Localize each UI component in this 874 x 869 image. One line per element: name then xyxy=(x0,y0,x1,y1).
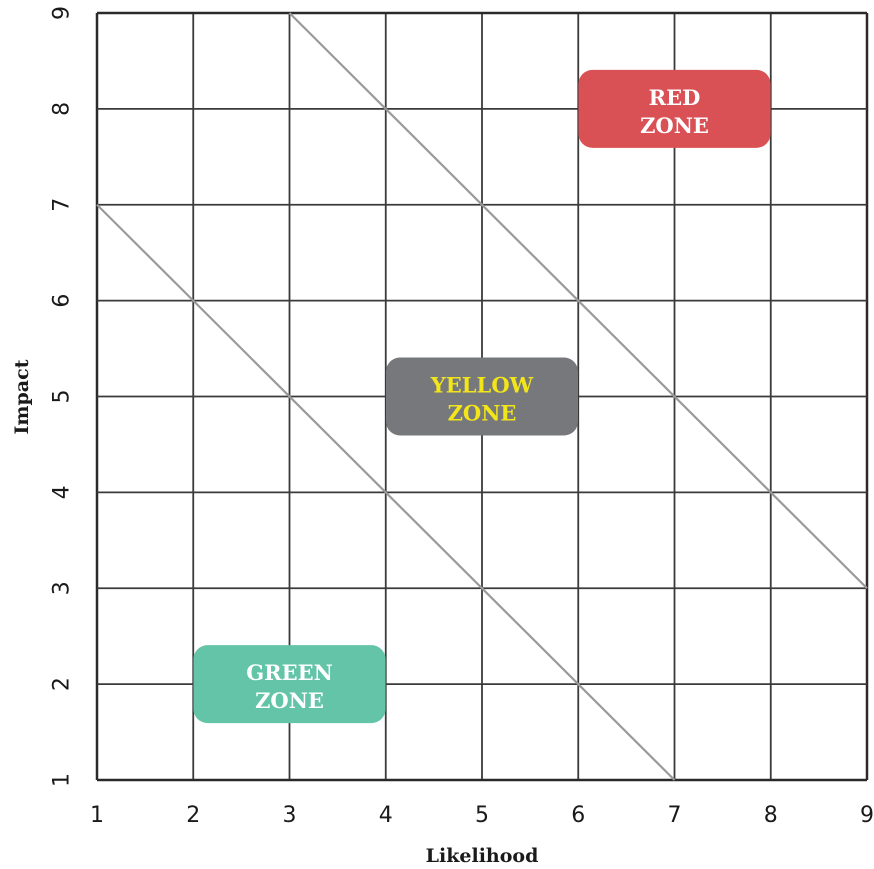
x-tick-label: 7 xyxy=(668,803,682,828)
zone-labels: RED ZONE YELLOW ZONE GREEN ZONE xyxy=(193,69,771,724)
zone-boundary-line xyxy=(96,203,676,781)
y-tick-label: 2 xyxy=(50,677,75,691)
y-tick-label: 4 xyxy=(50,485,75,499)
y-tick-label: 1 xyxy=(50,773,75,787)
y-tick-label: 3 xyxy=(50,581,75,595)
zone-label-line2: ZONE xyxy=(448,401,517,426)
zone-boundaries xyxy=(96,12,868,781)
y-tick-label: 9 xyxy=(50,6,75,20)
zone-badge xyxy=(578,69,771,148)
zone-boundary-line xyxy=(288,12,868,590)
zone-label-line1: GREEN xyxy=(246,660,333,685)
axis-ticks: 1 2 3 4 5 6 7 8 9 1 2 3 4 5 6 7 8 9 xyxy=(50,6,874,828)
zone-label-line1: YELLOW xyxy=(430,373,534,398)
y-tick-label: 7 xyxy=(50,198,75,212)
y-axis-label: Impact xyxy=(11,359,33,434)
x-tick-label: 6 xyxy=(571,803,585,828)
y-tick-label: 8 xyxy=(50,102,75,116)
x-tick-label: 1 xyxy=(90,803,104,828)
zone-badge xyxy=(386,357,578,436)
zone-badge xyxy=(193,645,386,724)
x-tick-label: 8 xyxy=(764,803,778,828)
x-tick-label: 3 xyxy=(283,803,297,828)
y-tick-label: 5 xyxy=(50,390,75,404)
x-tick-label: 4 xyxy=(379,803,393,828)
x-tick-label: 5 xyxy=(475,803,489,828)
x-tick-label: 9 xyxy=(860,803,874,828)
x-axis-label: Likelihood xyxy=(426,845,539,867)
zone-label-line1: RED xyxy=(649,85,701,110)
y-tick-label: 6 xyxy=(50,294,75,308)
zone-label-line2: ZONE xyxy=(640,113,709,138)
x-tick-label: 2 xyxy=(186,803,200,828)
zone-label-line2: ZONE xyxy=(255,688,324,713)
